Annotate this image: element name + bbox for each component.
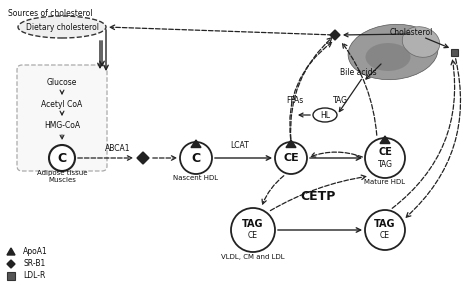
Text: LDL-R: LDL-R (23, 270, 46, 279)
Circle shape (365, 210, 405, 250)
Text: TAG: TAG (242, 219, 264, 229)
Ellipse shape (313, 108, 337, 122)
Text: Sources of cholesterol: Sources of cholesterol (8, 9, 92, 18)
Text: TAG: TAG (374, 219, 396, 229)
Text: Glucose: Glucose (47, 78, 77, 87)
Text: Cholesterol: Cholesterol (390, 28, 433, 37)
Text: Adipose tissue
Muscles: Adipose tissue Muscles (37, 170, 87, 183)
Ellipse shape (348, 24, 438, 80)
Circle shape (231, 208, 275, 252)
FancyBboxPatch shape (452, 49, 458, 55)
Polygon shape (7, 260, 15, 268)
Polygon shape (137, 152, 149, 164)
Ellipse shape (18, 16, 106, 38)
Text: HL: HL (320, 110, 330, 120)
Text: Dietary cholesterol: Dietary cholesterol (26, 22, 99, 32)
Text: Nascent HDL: Nascent HDL (173, 175, 219, 181)
Ellipse shape (365, 43, 410, 71)
Circle shape (180, 142, 212, 174)
Polygon shape (191, 140, 201, 147)
Polygon shape (7, 248, 15, 255)
Text: LCAT: LCAT (231, 141, 249, 149)
Circle shape (49, 145, 75, 171)
Text: C: C (57, 151, 66, 164)
Ellipse shape (402, 27, 440, 57)
Text: HMG-CoA: HMG-CoA (44, 120, 80, 130)
Text: CETP: CETP (301, 189, 336, 202)
Text: SR-B1: SR-B1 (23, 258, 45, 268)
Text: Bile acids: Bile acids (340, 68, 377, 76)
Text: CE: CE (248, 231, 258, 241)
Text: CE: CE (378, 147, 392, 157)
Text: ABCA1: ABCA1 (105, 143, 131, 153)
Text: Acetyl CoA: Acetyl CoA (41, 99, 82, 108)
FancyBboxPatch shape (17, 65, 107, 171)
Text: TAG: TAG (332, 95, 347, 105)
Text: Mature HDL: Mature HDL (365, 179, 406, 185)
Circle shape (365, 138, 405, 178)
FancyBboxPatch shape (7, 272, 15, 280)
Text: C: C (191, 151, 201, 164)
Polygon shape (380, 136, 390, 143)
Text: ApoA1: ApoA1 (23, 247, 48, 256)
Text: TAG: TAG (377, 160, 392, 168)
Polygon shape (330, 30, 340, 40)
Text: CE: CE (380, 231, 390, 241)
Text: VLDL, CM and LDL: VLDL, CM and LDL (221, 254, 285, 260)
Circle shape (275, 142, 307, 174)
Polygon shape (286, 140, 296, 147)
Text: FFAs: FFAs (286, 95, 304, 105)
Text: CE: CE (283, 153, 299, 163)
